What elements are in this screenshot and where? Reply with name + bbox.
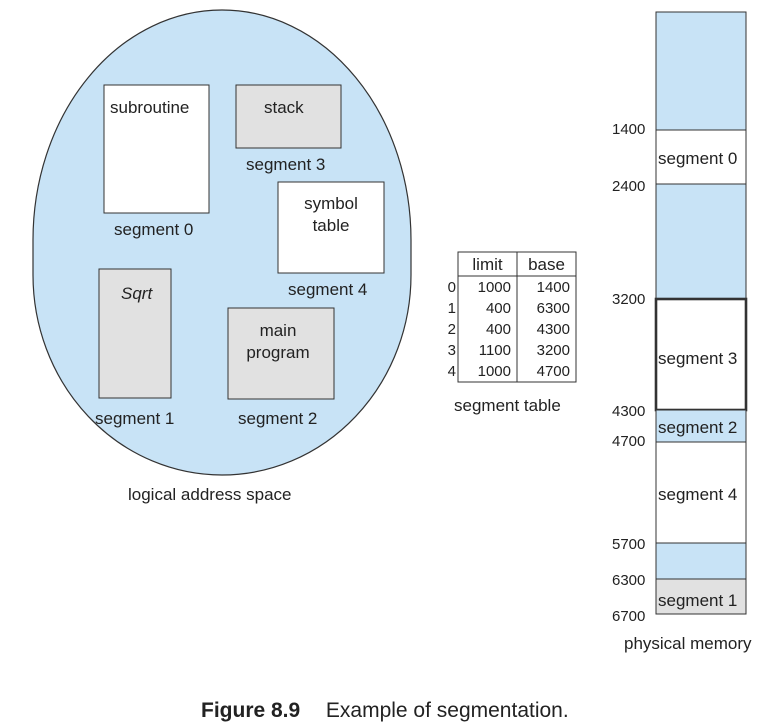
main-program-label-line1: main [259, 321, 297, 340]
segment-table-caption: segment table [454, 396, 561, 415]
row-index: 3 [447, 342, 456, 359]
row-limit: 1100 [478, 342, 511, 359]
symbol-table-label-line1: symbol [304, 194, 358, 213]
row-base: 4700 [536, 363, 570, 380]
stack-label: stack [264, 98, 304, 117]
symbol-table-label-line2: table [312, 216, 350, 235]
address-label: 1400 [612, 121, 646, 138]
subroutine-label: subroutine [110, 98, 190, 117]
row-base: 3200 [536, 342, 570, 359]
memory-block-segment-0: segment 0 [658, 149, 738, 168]
address-label: 6700 [612, 608, 646, 625]
row-limit: 400 [485, 321, 511, 338]
segment-4-label: segment 4 [288, 280, 368, 299]
row-limit: 1000 [477, 279, 511, 296]
address-label: 6300 [612, 572, 646, 589]
stack-box [235, 84, 342, 149]
address-label: 4700 [612, 433, 646, 450]
logical-address-space-caption: logical address space [128, 485, 292, 504]
row-limit: 400 [485, 300, 511, 317]
memory-block-segment-3: segment 3 [658, 349, 738, 368]
figure-caption-text: Example of segmentation. [325, 699, 569, 722]
row-index: 2 [447, 321, 456, 338]
subroutine-box [103, 84, 210, 214]
row-index: 1 [447, 300, 456, 317]
address-label: 2400 [612, 178, 646, 195]
main-program-box [227, 307, 335, 400]
row-index: 4 [447, 363, 456, 380]
physical-memory-column [654, 11, 748, 615]
address-label: 5700 [612, 536, 646, 553]
row-base: 4300 [536, 321, 570, 338]
memory-block-segment-2: segment 2 [658, 418, 738, 437]
address-label: 4300 [612, 403, 646, 420]
figure-number: Figure 8.9 [201, 699, 301, 722]
table-header-limit: limit [472, 255, 503, 274]
figure-caption: Figure 8.9 Example of segmentation. [201, 699, 569, 723]
row-limit: 1000 [477, 363, 511, 380]
table-header-base: base [528, 255, 565, 274]
row-index: 0 [447, 279, 456, 296]
main-program-label-line2: program [246, 343, 310, 362]
segment-2-label: segment 2 [238, 409, 318, 428]
segment-0-label: segment 0 [114, 220, 194, 239]
segment-table-grid [457, 251, 577, 383]
sqrt-box [98, 268, 172, 399]
sqrt-label: Sqrt [121, 284, 153, 303]
address-label: 3200 [612, 291, 646, 308]
physical-memory-caption: physical memory [624, 634, 752, 653]
row-base: 6300 [536, 300, 570, 317]
segment-3-label: segment 3 [246, 155, 326, 174]
memory-block-segment-4: segment 4 [658, 485, 738, 504]
symbol-table-box [277, 181, 385, 274]
segment-1-label: segment 1 [95, 409, 175, 428]
row-base: 1400 [536, 279, 570, 296]
memory-block-segment-1: segment 1 [658, 591, 738, 610]
